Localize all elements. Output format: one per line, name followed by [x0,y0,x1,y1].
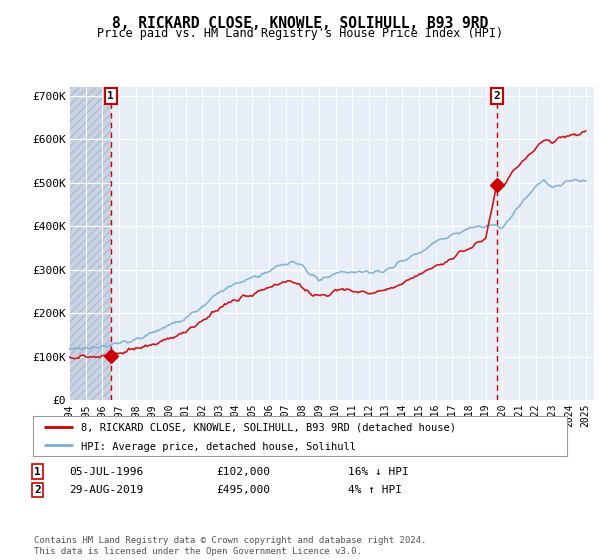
Text: Contains HM Land Registry data © Crown copyright and database right 2024.
This d: Contains HM Land Registry data © Crown c… [34,536,427,556]
Text: Price paid vs. HM Land Registry's House Price Index (HPI): Price paid vs. HM Land Registry's House … [97,27,503,40]
Text: 1: 1 [107,91,114,101]
Text: 05-JUL-1996: 05-JUL-1996 [69,466,143,477]
Text: 8, RICKARD CLOSE, KNOWLE, SOLIHULL, B93 9RD (detached house): 8, RICKARD CLOSE, KNOWLE, SOLIHULL, B93 … [81,423,456,433]
Text: £102,000: £102,000 [216,466,270,477]
Text: 2: 2 [493,91,500,101]
Text: 4% ↑ HPI: 4% ↑ HPI [348,485,402,495]
Text: £495,000: £495,000 [216,485,270,495]
Text: 16% ↓ HPI: 16% ↓ HPI [348,466,409,477]
Text: 2: 2 [34,485,41,495]
Text: 1: 1 [34,466,41,477]
Text: HPI: Average price, detached house, Solihull: HPI: Average price, detached house, Soli… [81,442,356,451]
Bar [69,87,110,400]
Text: 29-AUG-2019: 29-AUG-2019 [69,485,143,495]
Text: 8, RICKARD CLOSE, KNOWLE, SOLIHULL, B93 9RD: 8, RICKARD CLOSE, KNOWLE, SOLIHULL, B93 … [112,16,488,31]
